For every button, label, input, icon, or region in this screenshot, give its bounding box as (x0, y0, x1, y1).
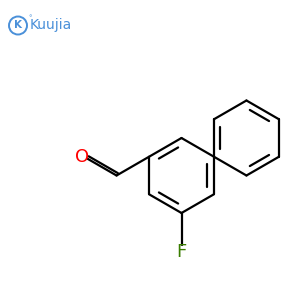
Text: K: K (14, 20, 22, 31)
Text: F: F (176, 243, 187, 261)
Text: °: ° (28, 15, 31, 21)
Text: O: O (75, 148, 89, 166)
Text: Kuujia: Kuujia (30, 19, 72, 32)
